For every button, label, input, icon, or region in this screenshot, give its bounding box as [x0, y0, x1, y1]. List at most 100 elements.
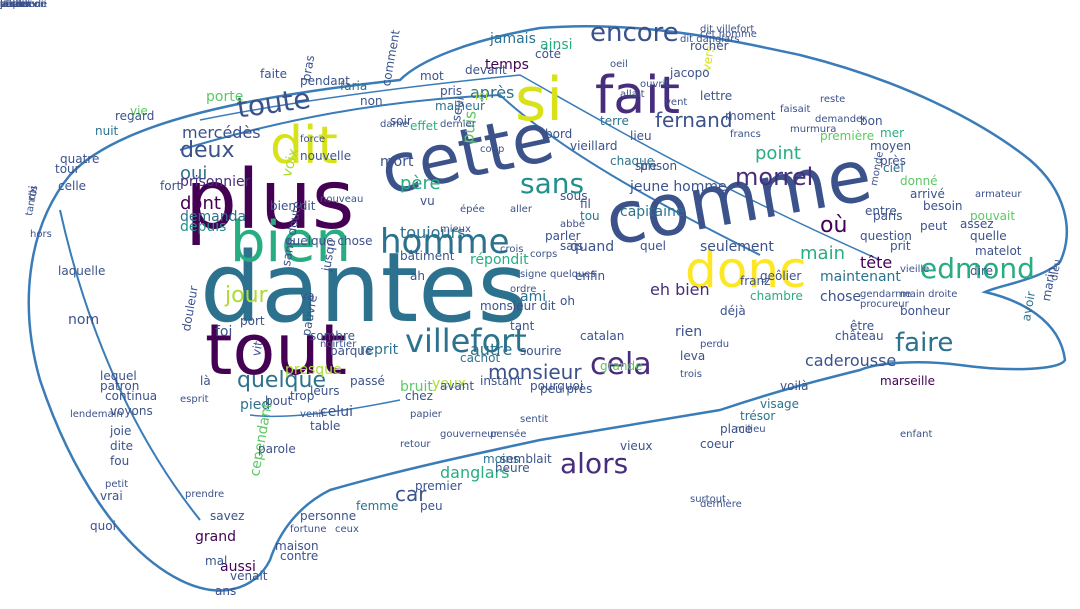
cloud-word: plus — [185, 153, 355, 248]
cloud-word: porte — [206, 89, 244, 105]
cloud-word: mal — [205, 554, 228, 568]
cloud-word: instant — [480, 374, 522, 388]
cloud-word: mercédès — [182, 123, 261, 142]
cloud-word: faite — [260, 67, 287, 81]
cloud-word: quel — [640, 239, 666, 253]
cloud-word: lieu — [630, 129, 652, 143]
cloud-word: ami — [520, 289, 547, 305]
cloud-word: oeil — [610, 59, 628, 70]
cloud-word: vie — [130, 104, 148, 118]
cloud-word: soir — [390, 114, 412, 128]
cloud-word: fort — [160, 179, 182, 193]
cloud-word: nuit — [95, 124, 119, 138]
cloud-word: armateur — [975, 189, 1022, 200]
cloud-word: cher — [0, 0, 23, 10]
cloud-word: où — [820, 213, 848, 238]
cloud-word: demanda — [180, 209, 247, 225]
cloud-word: tour — [55, 162, 80, 176]
cloud-word: après — [470, 83, 515, 102]
cloud-word: côté — [535, 47, 562, 61]
cloud-word: eh bien — [650, 280, 710, 299]
cloud-word: semblait — [500, 452, 552, 466]
cloud-word: grande — [600, 359, 643, 373]
cloud-word: encore — [590, 18, 679, 48]
cloud-word: rocher — [690, 39, 729, 53]
cloud-word: peu — [420, 499, 443, 513]
cloud-word: vieille — [900, 264, 930, 275]
cloud-word: faisait — [780, 104, 811, 115]
cloud-word: villefort — [405, 322, 527, 360]
cloud-word: contre — [280, 549, 319, 563]
cloud-word: question — [860, 229, 912, 243]
cloud-word: quelle — [970, 229, 1007, 243]
cloud-word: près — [880, 154, 906, 168]
cloud-word: prendre — [185, 489, 225, 500]
cloud-word: alors — [560, 447, 629, 480]
cloud-word: besoin — [923, 199, 963, 213]
cloud-word: milieu — [735, 424, 766, 435]
cloud-word: premier — [415, 479, 463, 493]
cloud-word: sans — [520, 167, 585, 200]
cloud-word: faire — [895, 328, 954, 358]
cloud-word: venir — [300, 409, 326, 420]
cloud-word: fait — [595, 66, 681, 126]
cloud-word: main — [800, 243, 845, 264]
cloud-word: quelque — [237, 368, 326, 393]
cloud-word: dantes — [200, 232, 528, 344]
cloud-word: demande — [0, 0, 48, 10]
cloud-word: tou — [580, 209, 600, 223]
cloud-word: bonheur — [900, 304, 951, 318]
cloud-word: moins — [483, 452, 520, 466]
cloud-word: bâtiment — [400, 249, 455, 263]
cloud-word: murmura — [790, 124, 837, 135]
cloud-word: chaque — [610, 154, 655, 168]
cloud-word: dernière — [700, 499, 742, 510]
cloud-word: louis xviii — [0, 0, 47, 10]
cloud-word: donné — [900, 174, 938, 188]
cloud-word: mieux — [440, 224, 471, 235]
cloud-word: moyen — [870, 139, 912, 153]
cloud-word: leva — [680, 349, 706, 363]
cloud-word: nouveau — [320, 194, 364, 205]
cloud-word: ici — [475, 89, 489, 103]
cloud-word: va — [300, 289, 315, 303]
cloud-word: force — [300, 134, 326, 145]
cloud-word: toujours — [400, 223, 466, 242]
cloud-word: jamais — [490, 31, 536, 47]
cloud-word: nouvelle — [300, 149, 352, 163]
cloud-word: fortune — [290, 524, 327, 535]
cloud-word: pendant — [300, 74, 350, 88]
cloud-word: enfant — [900, 429, 933, 440]
cloud-word: point — [755, 143, 801, 164]
cloud-word: leurs — [310, 384, 340, 398]
cloud-word: dernier — [440, 119, 476, 130]
cloud-word: car — [395, 482, 427, 506]
cloud-word: cela — [590, 347, 652, 382]
cloud-word: celle — [58, 179, 87, 193]
cloud-word: devait — [0, 0, 32, 10]
cloud-word: sombre — [310, 329, 355, 343]
cloud-word: monsieur dit — [480, 299, 556, 313]
cloud-word: temps — [485, 57, 529, 73]
cloud-word: arrivé — [910, 187, 945, 201]
cloud-word: femme — [356, 499, 399, 513]
cloud-word: franz — [740, 274, 771, 288]
cloud-word: fou — [110, 454, 130, 468]
cloud-word: esprit — [180, 394, 209, 405]
cloud-word: ouvrit — [640, 79, 670, 90]
cloud-word: bout — [265, 394, 293, 408]
cloud-word: lequel — [100, 369, 137, 383]
cloud-word: prisonnier — [180, 174, 251, 190]
cloud-word: surtout — [690, 494, 726, 505]
cloud-word: vit — [249, 339, 266, 358]
cloud-word: quoi — [90, 519, 116, 533]
cloud-word: malheur — [435, 99, 485, 113]
cloud-word: geôlier — [760, 269, 802, 283]
cloud-word: jacopo — [670, 66, 710, 80]
cloud-word: oui — [180, 163, 208, 184]
cloud-word: veux — [0, 0, 25, 10]
cloud-word: gouverneur — [440, 429, 498, 440]
cloud-word: napoléon — [0, 0, 47, 10]
cloud-word: place — [720, 422, 753, 436]
cloud-word: passa — [0, 0, 30, 10]
